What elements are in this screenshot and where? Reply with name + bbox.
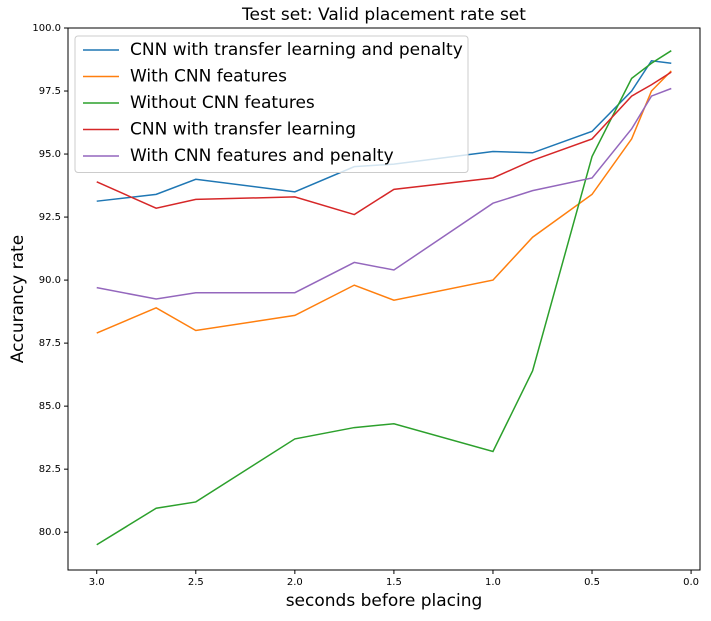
x-tick-label: 2.0 (287, 577, 303, 588)
y-tick-label: 100.0 (32, 23, 61, 34)
y-axis-label: Accurancy rate (8, 235, 28, 363)
legend-label: CNN with transfer learning (130, 120, 356, 140)
x-axis-label: seconds before placing (286, 591, 483, 611)
y-tick-label: 97.5 (39, 86, 61, 97)
y-tick-label: 80.0 (39, 527, 61, 538)
legend-label: With CNN features and penalty (130, 146, 394, 166)
series-line (96, 70, 672, 334)
legend: CNN with transfer learning and penalty Wi… (74, 35, 469, 173)
x-tick-label: 1.0 (485, 577, 501, 588)
y-tick-label: 82.5 (39, 464, 61, 475)
x-tick-label: 3.0 (89, 577, 105, 588)
legend-label: CNN with transfer learning and penalty (130, 40, 463, 60)
y-tick-label: 95.0 (39, 149, 61, 160)
series-line (96, 87, 672, 300)
series-line (96, 50, 672, 546)
y-tick-label: 85.0 (39, 401, 61, 412)
legend-box (74, 35, 469, 173)
series-line (96, 71, 672, 216)
x-tick-label: 1.5 (386, 577, 402, 588)
legend-label: With CNN features (130, 67, 287, 87)
y-tick-label: 87.5 (39, 338, 61, 349)
y-tick-label: 92.5 (39, 212, 61, 223)
chart-title: Test set: Valid placement rate set (241, 5, 526, 25)
plot-frame (67, 27, 701, 571)
x-tick-label: 0.0 (683, 577, 699, 588)
y-tick-label: 90.0 (39, 275, 61, 286)
legend-label: Without CNN features (130, 93, 315, 113)
x-tick-label: 2.5 (188, 577, 204, 588)
x-tick-label: 0.5 (584, 577, 600, 588)
